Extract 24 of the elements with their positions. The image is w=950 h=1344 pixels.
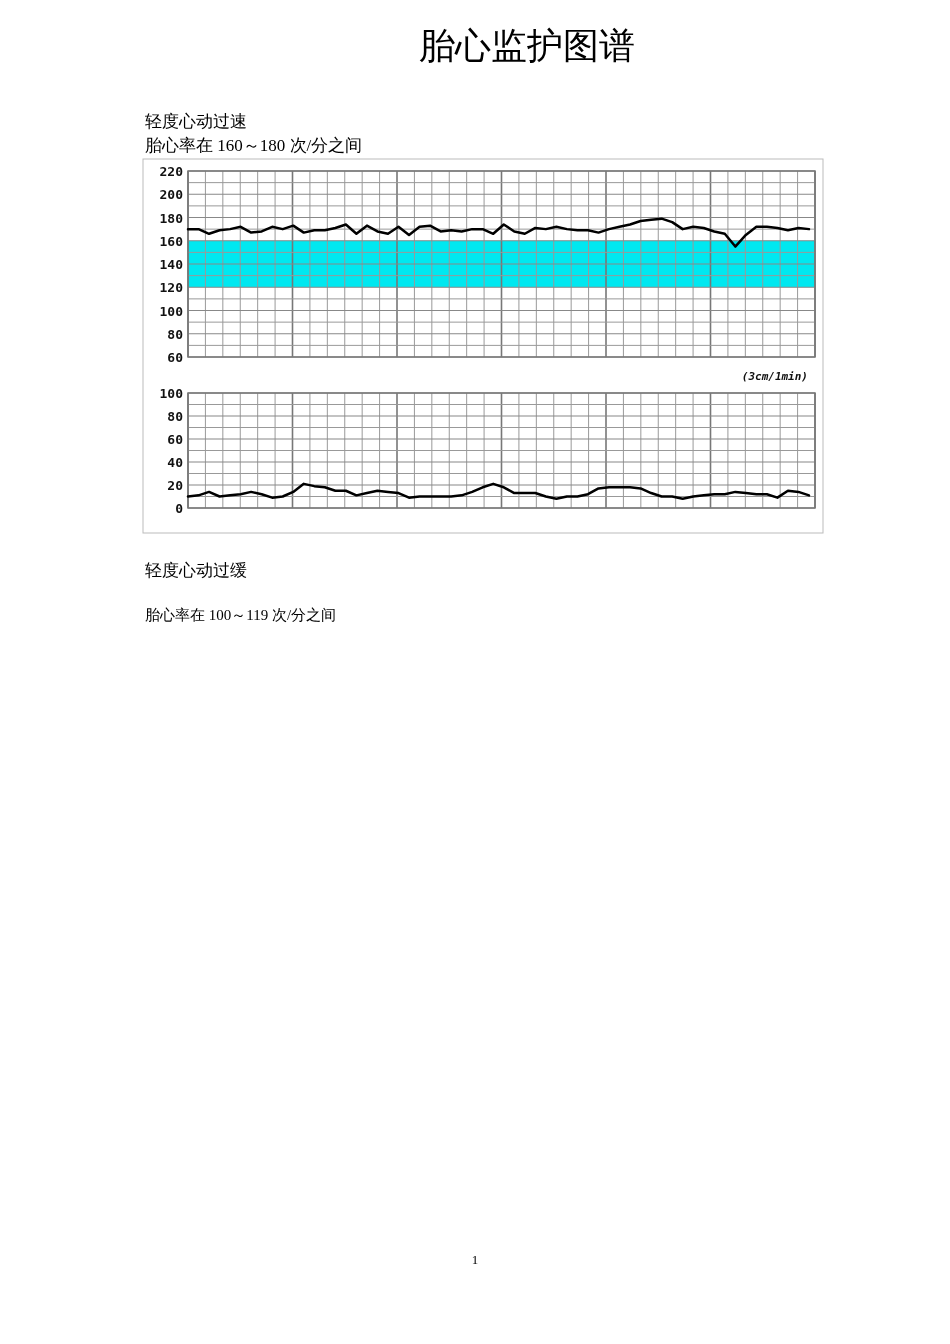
- y-tick-label: 180: [159, 210, 184, 226]
- y-tick-label: 220: [159, 164, 184, 179]
- y-tick-label: 60: [167, 350, 184, 365]
- y-tick-label: 200: [159, 187, 184, 203]
- text: (3cm/1min): [741, 370, 808, 383]
- y-tick-label: 40: [167, 455, 184, 470]
- chart-title: 胎心监护图谱: [419, 26, 635, 66]
- y-tick-label: 20: [167, 478, 184, 493]
- text: 胎心率在 160～180 次/分之间: [145, 136, 363, 155]
- chart-subtitle: 轻度心动过速: [145, 112, 247, 131]
- text: 轻度心动过缓: [145, 561, 247, 580]
- y-tick-label: 120: [159, 280, 184, 296]
- text: 1: [471, 1252, 479, 1267]
- y-tick-label: 80: [167, 409, 184, 424]
- text: 胎心率在 100～119 次/分之间: [145, 607, 337, 623]
- y-tick-label: 60: [167, 432, 184, 447]
- y-tick-label: 100: [159, 386, 184, 401]
- y-tick-label: 0: [175, 501, 184, 516]
- y-tick-label: 80: [167, 326, 184, 342]
- y-tick-label: 140: [159, 257, 184, 272]
- y-tick-label: 100: [159, 303, 184, 319]
- y-tick-label: 160: [159, 233, 184, 249]
- line-series: [186, 482, 811, 501]
- line-series: [186, 217, 811, 248]
